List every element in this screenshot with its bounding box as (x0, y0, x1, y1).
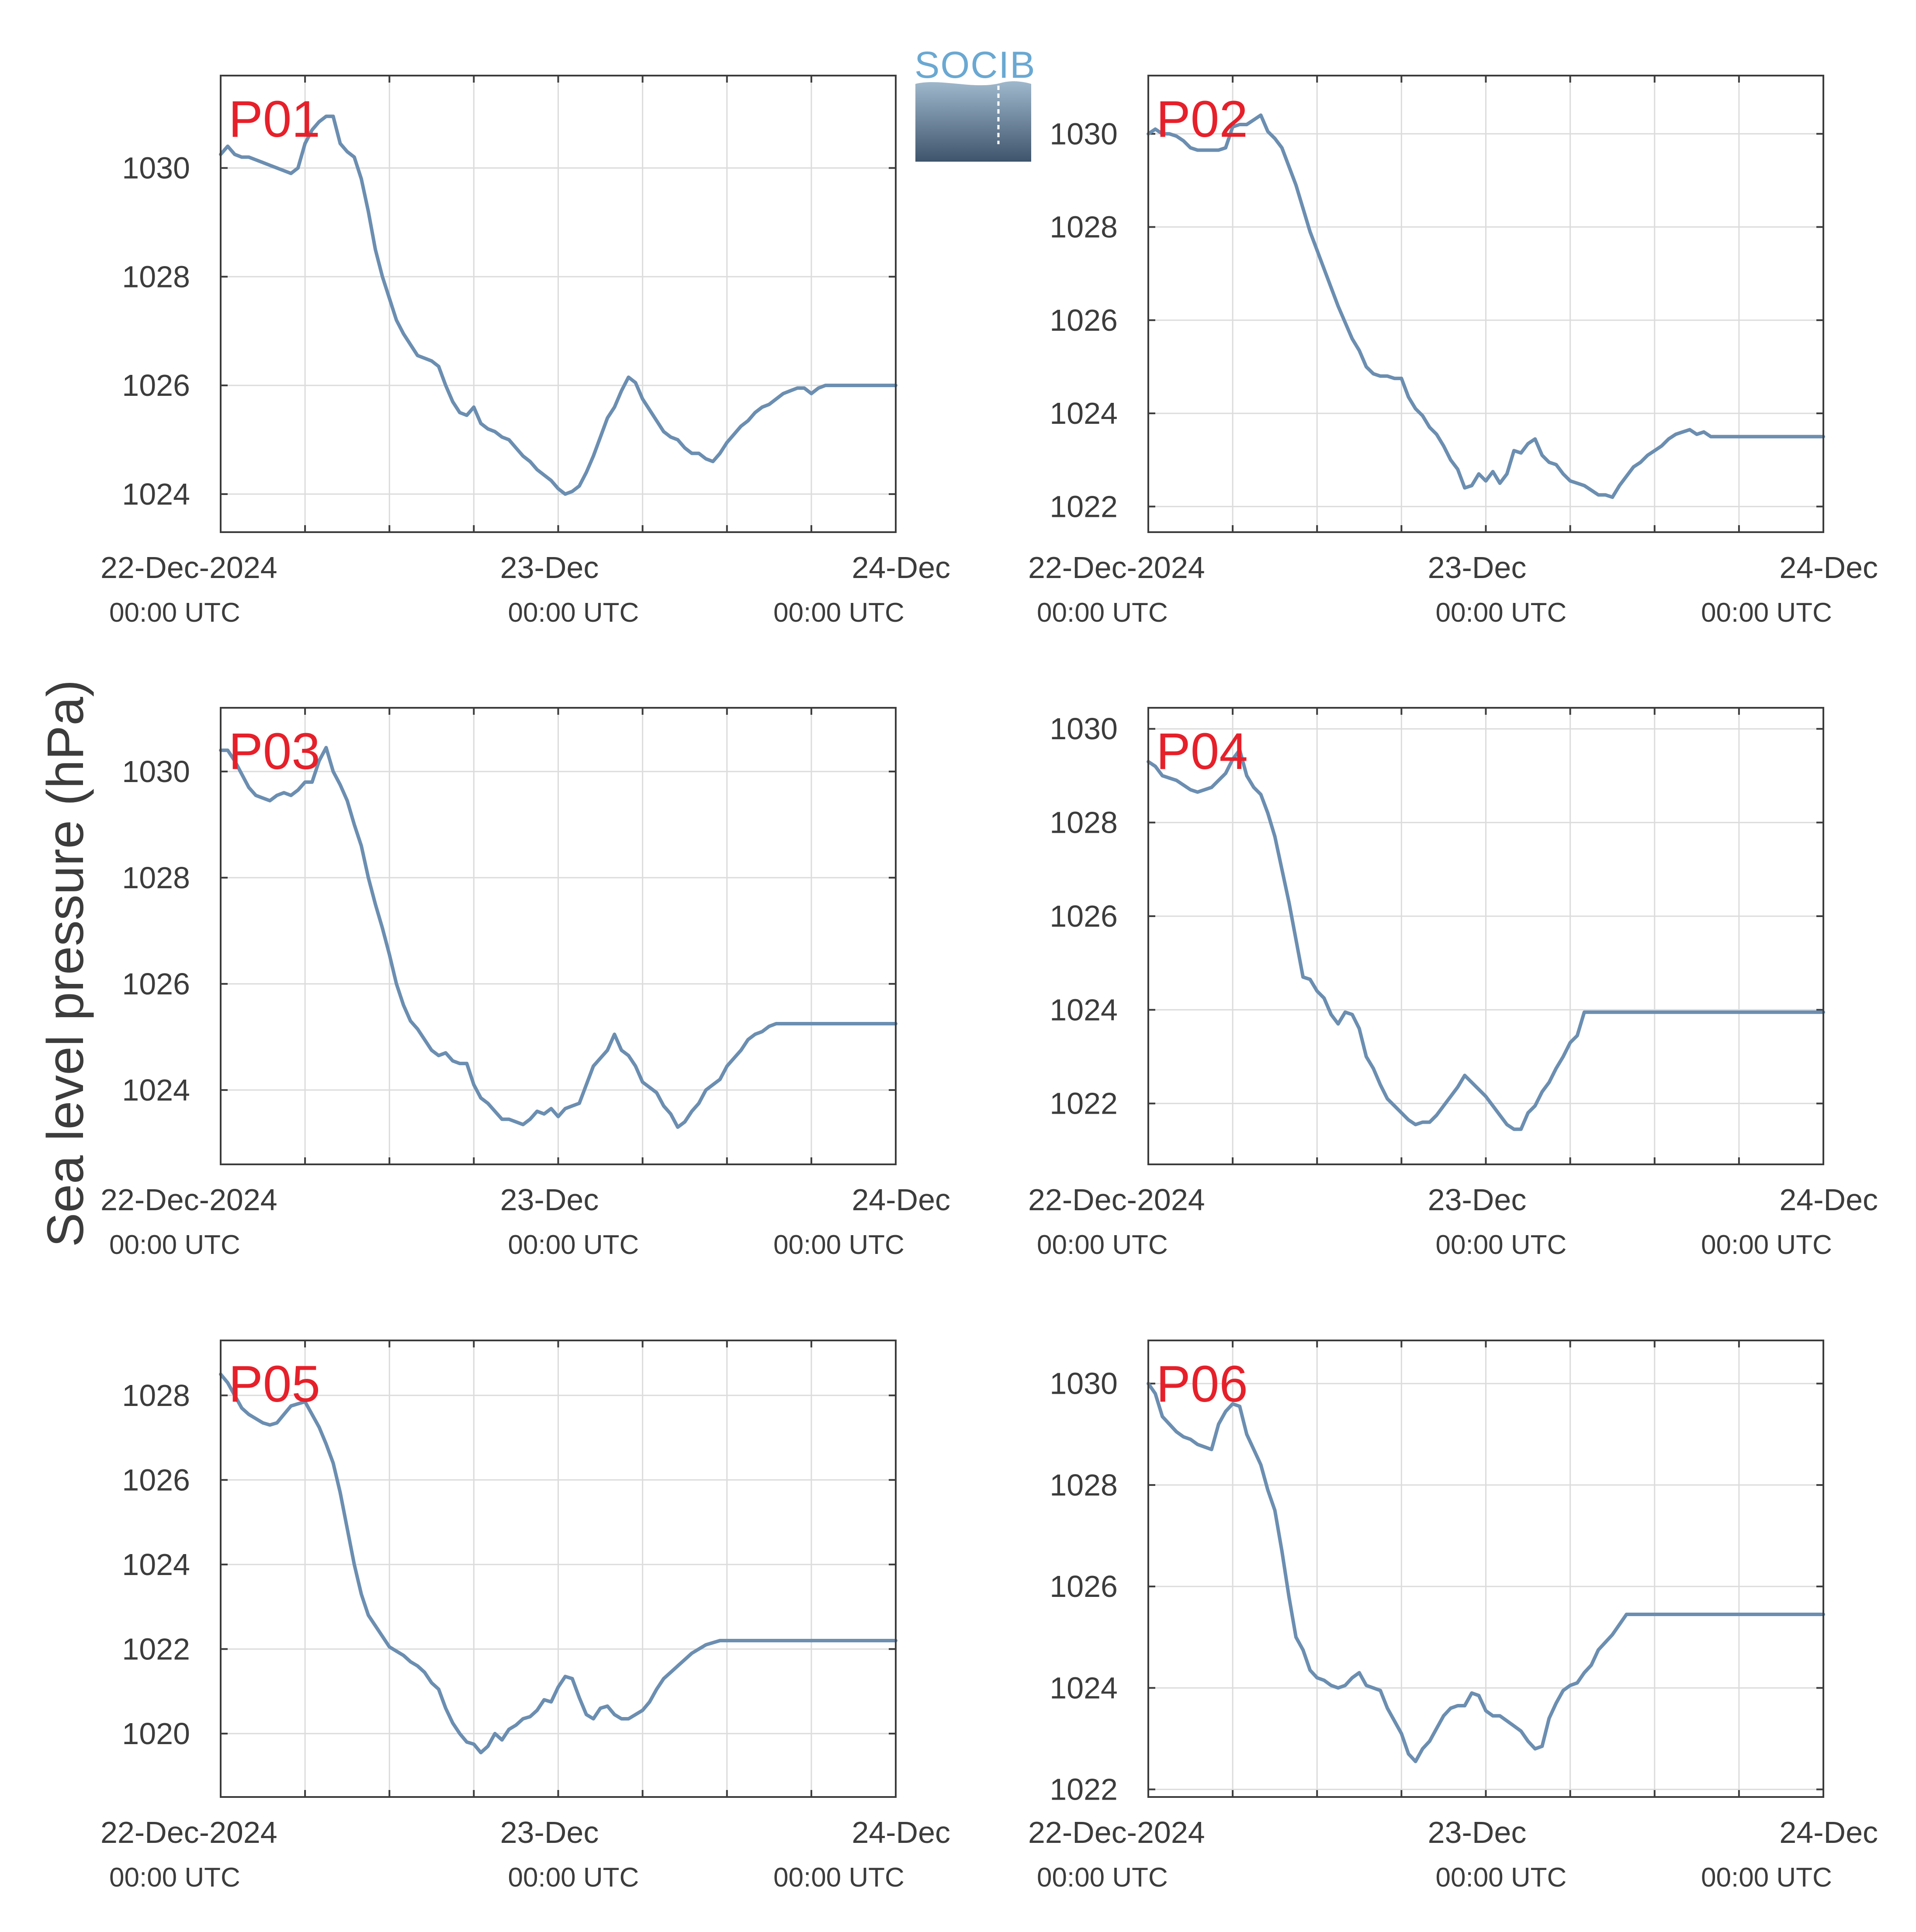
x-tick-date: 23-Dec (1428, 551, 1527, 585)
x-tick-time: 00:00 UTC (1436, 1230, 1567, 1260)
x-tick-date: 23-Dec (500, 551, 599, 585)
x-tick-time: 00:00 UTC (1701, 1863, 1832, 1893)
axes-frame (1147, 1340, 1824, 1798)
y-tick-label: 1024 (1050, 396, 1118, 430)
y-tick-label: 1028 (1050, 1468, 1118, 1502)
x-tick-time: 00:00 UTC (773, 1230, 904, 1260)
x-tick-time: 00:00 UTC (109, 598, 240, 628)
x-tick-date: 22-Dec-2024 (100, 1815, 277, 1849)
x-tick-date: 22-Dec-2024 (100, 1183, 277, 1217)
x-tick-date: 24-Dec (1779, 1183, 1878, 1217)
y-axis-label: Sea level pressure (hPa) (37, 680, 94, 1247)
panel-label: P01 (229, 90, 320, 148)
series-line-p01 (219, 114, 897, 496)
x-tick-date: 23-Dec (1428, 1815, 1527, 1849)
x-tick-time: 00:00 UTC (773, 1863, 904, 1893)
series-line-p02 (1147, 113, 1825, 499)
y-tick-label: 1028 (122, 260, 190, 294)
axes-frame (220, 75, 897, 533)
axes-frame (220, 707, 897, 1165)
y-tick-label: 1026 (1050, 1569, 1118, 1603)
panel-p04: 1022 1024 1026 1028 1030 P04 22-Dec-2024 00:00 … (1028, 707, 1878, 1260)
x-tick-time: 00:00 UTC (773, 598, 904, 628)
axes-frame (1147, 75, 1824, 533)
y-tick-label: 1024 (122, 477, 190, 511)
y-tick-label: 1020 (122, 1717, 190, 1751)
series-line-p03 (219, 746, 897, 1129)
panel-label: P04 (1156, 723, 1248, 780)
y-tick-label: 1026 (122, 1463, 190, 1497)
panel-label: P06 (1156, 1355, 1248, 1413)
socib-logo: SOCIB (915, 44, 1036, 162)
x-tick-date: 24-Dec (852, 1183, 950, 1217)
x-tick-time: 00:00 UTC (109, 1230, 240, 1260)
x-tick-time: 00:00 UTC (508, 598, 639, 628)
series-line-p05 (219, 1372, 897, 1755)
y-tick-label: 1028 (1050, 210, 1118, 244)
y-tick-label: 1026 (1050, 303, 1118, 337)
x-tick-date: 22-Dec-2024 (1028, 1183, 1205, 1217)
x-tick-time: 00:00 UTC (1701, 1230, 1832, 1260)
x-tick-time: 00:00 UTC (109, 1863, 240, 1893)
panel-p06: 1022 1024 1026 1028 1030 P06 22-Dec-2024 00:00 … (1028, 1340, 1878, 1893)
x-tick-date: 22-Dec-2024 (100, 551, 277, 585)
y-tick-label: 1022 (1050, 489, 1118, 523)
y-tick-label: 1022 (122, 1632, 190, 1666)
y-tick-label: 1024 (1050, 993, 1118, 1027)
x-tick-date: 23-Dec (500, 1815, 599, 1849)
x-tick-time: 00:00 UTC (1037, 1230, 1168, 1260)
y-tick-label: 1028 (122, 861, 190, 895)
y-tick-label: 1030 (122, 151, 190, 185)
x-tick-time: 00:00 UTC (508, 1230, 639, 1260)
panel-p05: 1020 1022 1024 1026 1028 P05 22-Dec-2024 00:00 … (100, 1340, 950, 1893)
panel-label: P03 (229, 723, 320, 780)
x-tick-date: 24-Dec (1779, 551, 1878, 585)
x-tick-time: 00:00 UTC (508, 1863, 639, 1893)
y-tick-label: 1026 (122, 368, 190, 402)
y-tick-label: 1022 (1050, 1773, 1118, 1807)
x-tick-time: 00:00 UTC (1436, 1863, 1567, 1893)
series-line-p06 (1147, 1381, 1825, 1763)
panel-p01: 1024 1026 1028 1030 P01 22-Dec-2024 00:00 UTC 2… (100, 75, 950, 628)
series-line-p04 (1147, 748, 1825, 1131)
panel-label: P02 (1156, 90, 1248, 148)
y-tick-label: 1022 (1050, 1087, 1118, 1121)
y-tick-label: 1024 (122, 1548, 190, 1582)
panel-label: P05 (229, 1355, 320, 1413)
y-tick-label: 1026 (1050, 899, 1118, 933)
y-tick-label: 1030 (1050, 117, 1118, 151)
y-tick-label: 1028 (122, 1378, 190, 1413)
x-tick-date: 22-Dec-2024 (1028, 1815, 1205, 1849)
y-tick-label: 1030 (122, 755, 190, 789)
x-tick-date: 24-Dec (852, 551, 950, 585)
axes-frame (1147, 707, 1824, 1165)
x-tick-date: 22-Dec-2024 (1028, 551, 1205, 585)
panel-p03: 1024 1026 1028 1030 P03 22-Dec-2024 00:00 UTC 2… (100, 707, 950, 1260)
x-tick-time: 00:00 UTC (1436, 598, 1567, 628)
x-tick-date: 23-Dec (500, 1183, 599, 1217)
axes-frame (220, 1340, 897, 1798)
panel-p02: 1022 1024 1026 1028 1030 P02 22-Dec-2024 00:00 … (1028, 75, 1878, 628)
x-tick-date: 23-Dec (1428, 1183, 1527, 1217)
y-tick-label: 1030 (1050, 1367, 1118, 1401)
x-tick-time: 00:00 UTC (1037, 598, 1168, 628)
x-tick-date: 24-Dec (852, 1815, 950, 1849)
y-tick-label: 1026 (122, 967, 190, 1001)
x-tick-date: 24-Dec (1779, 1815, 1878, 1849)
y-tick-label: 1030 (1050, 712, 1118, 746)
x-tick-time: 00:00 UTC (1037, 1863, 1168, 1893)
y-tick-label: 1024 (122, 1073, 190, 1107)
y-tick-label: 1028 (1050, 806, 1118, 840)
x-tick-time: 00:00 UTC (1701, 598, 1832, 628)
socib-logo-text: SOCIB (915, 44, 1036, 86)
y-tick-label: 1024 (1050, 1671, 1118, 1705)
